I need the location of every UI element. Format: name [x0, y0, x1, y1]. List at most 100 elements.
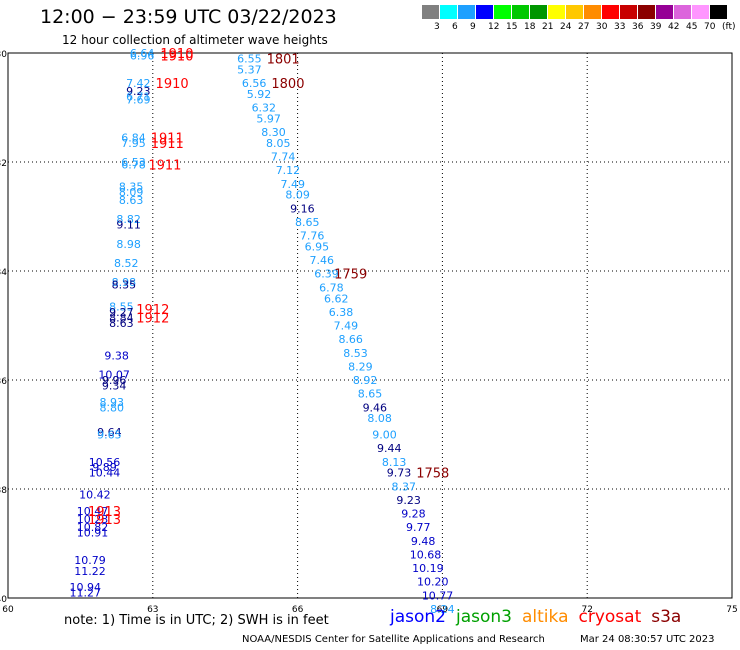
legend-label: 33: [614, 22, 626, 32]
wave-height-value: 8.53: [343, 347, 368, 360]
color-legend: [422, 5, 728, 19]
wave-height-value: 7.74: [271, 151, 296, 164]
satellite-s3a: s3a: [651, 607, 682, 627]
wave-height-value: 9.16: [290, 202, 315, 215]
wave-height-value: 7.49: [281, 178, 306, 191]
wave-height-value: 9.34: [102, 379, 127, 392]
wave-height-value: 9.96: [102, 374, 127, 387]
wave-height-value: 6.84: [121, 131, 146, 144]
wave-height-value: 10.77: [422, 589, 454, 602]
wave-height-value: 6.71: [126, 91, 151, 104]
wave-height-value: 8.92: [353, 374, 378, 387]
lat-tick-label: -34: [0, 268, 7, 278]
wave-height-value: 9.73: [387, 467, 412, 480]
wave-height-value: 9.11: [116, 219, 141, 232]
wave-height-value: 10.19: [412, 562, 444, 575]
generation-timestamp: Mar 24 08:30:57 UTC 2023: [580, 634, 715, 645]
satellite-jason2: jason2: [390, 607, 446, 627]
wave-height-value: 7.49: [334, 320, 359, 333]
wave-height-value: 10.23: [77, 513, 109, 526]
legend-label: 3: [434, 22, 440, 32]
wave-height-value: 8.05: [266, 137, 291, 150]
legend-label: 6: [452, 22, 458, 32]
wave-height-value: 6.95: [305, 240, 330, 253]
wave-height-value: 10.42: [79, 488, 111, 501]
legend-label: 9: [470, 22, 476, 32]
wave-height-value: 6.78: [319, 281, 344, 294]
wave-height-value: 8.09: [285, 189, 310, 202]
wave-height-value: 8.24: [430, 603, 455, 616]
wave-height-value: 9.89: [92, 461, 117, 474]
footnote: note: 1) Time is in UTC; 2) SWH is in fe…: [64, 613, 329, 628]
pass-time-label: 1913: [88, 505, 121, 520]
wave-height-value: 8.63: [109, 317, 134, 330]
pass-time-label: 1911: [151, 137, 184, 152]
wave-height-value: 9.46: [363, 401, 388, 414]
wave-height-value: 8.66: [338, 333, 363, 346]
wave-height-value: 7.12: [276, 164, 301, 177]
wave-height-value: 9.38: [104, 349, 129, 362]
pass-time-label: 1913: [88, 513, 121, 528]
wave-height-value: 10.79: [74, 554, 106, 567]
legend-label: 36: [632, 22, 644, 32]
page-title: 12:00 − 23:59 UTC 03/22/2023: [40, 6, 337, 28]
wave-height-value: 9.65: [97, 429, 122, 442]
wave-height-value: 10.68: [410, 548, 442, 561]
wave-height-value: 7.46: [309, 254, 334, 267]
legend-label: 21: [542, 22, 554, 32]
wave-height-value: 8.29: [348, 360, 373, 373]
wave-height-value: 10.56: [89, 456, 121, 469]
pass-time-label: 1911: [151, 131, 184, 146]
legend-label: 39: [650, 22, 662, 32]
wave-height-value: 6.64: [130, 47, 155, 60]
legend-swatch: [458, 5, 476, 19]
lon-tick-label: 63: [147, 605, 158, 615]
wave-height-value: 9.27: [109, 306, 134, 319]
legend-label: 45: [686, 22, 698, 32]
wave-height-value: 8.09: [119, 186, 144, 199]
legend-label: 27: [578, 22, 590, 32]
lat-tick-label: -32: [0, 159, 7, 169]
wave-height-value: 6.56: [242, 77, 267, 90]
lon-tick-label: 75: [726, 605, 737, 615]
wave-height-value: 8.93: [100, 396, 125, 409]
wave-height-value: 6.55: [237, 52, 262, 65]
pass-time-label: 1801: [267, 52, 300, 67]
wave-height-value: 6.96: [130, 50, 155, 63]
legend-swatch: [548, 5, 566, 19]
wave-height-value: 8.63: [119, 194, 144, 207]
wave-height-value: 8.30: [261, 126, 286, 139]
wave-height-value: 10.07: [98, 369, 130, 382]
wave-height-value: 10.82: [77, 521, 109, 534]
wave-height-value: 7.69: [126, 93, 151, 106]
wave-height-value: 5.97: [256, 112, 281, 125]
legend-swatch: [476, 5, 494, 19]
legend-label: 24: [560, 22, 572, 32]
legend-label: 18: [524, 22, 536, 32]
pass-time-label: 1912: [136, 303, 169, 318]
pass-time-label: 1912: [136, 311, 169, 326]
legend-label: (ft): [722, 22, 736, 32]
lat-tick-label: -38: [0, 486, 7, 496]
wave-height-value: 8.52: [114, 257, 139, 270]
wave-height-value: 9.64: [97, 426, 122, 439]
legend-swatch: [566, 5, 584, 19]
legend-swatch: [494, 5, 512, 19]
wave-height-value: 8.13: [382, 456, 407, 469]
wave-height-value: 10.44: [89, 467, 121, 480]
pass-time-label: 1910: [160, 47, 193, 62]
wave-height-value: 9.23: [126, 85, 151, 98]
legend-swatch: [512, 5, 530, 19]
credit-line: NOAA/NESDIS Center for Satellite Applica…: [242, 634, 545, 645]
wave-height-value: 9.44: [377, 442, 402, 455]
wave-height-value: 6.53: [121, 156, 146, 169]
legend-swatch: [638, 5, 656, 19]
wave-height-value: 6.38: [329, 306, 354, 319]
wave-height-value: 10.47: [77, 505, 109, 518]
wave-height-value: 11.22: [74, 565, 106, 578]
legend-swatch: [422, 5, 440, 19]
wave-height-value: 8.98: [112, 276, 137, 289]
wave-height-value: 5.37: [237, 63, 262, 76]
wave-height-value: 8.98: [116, 238, 141, 251]
